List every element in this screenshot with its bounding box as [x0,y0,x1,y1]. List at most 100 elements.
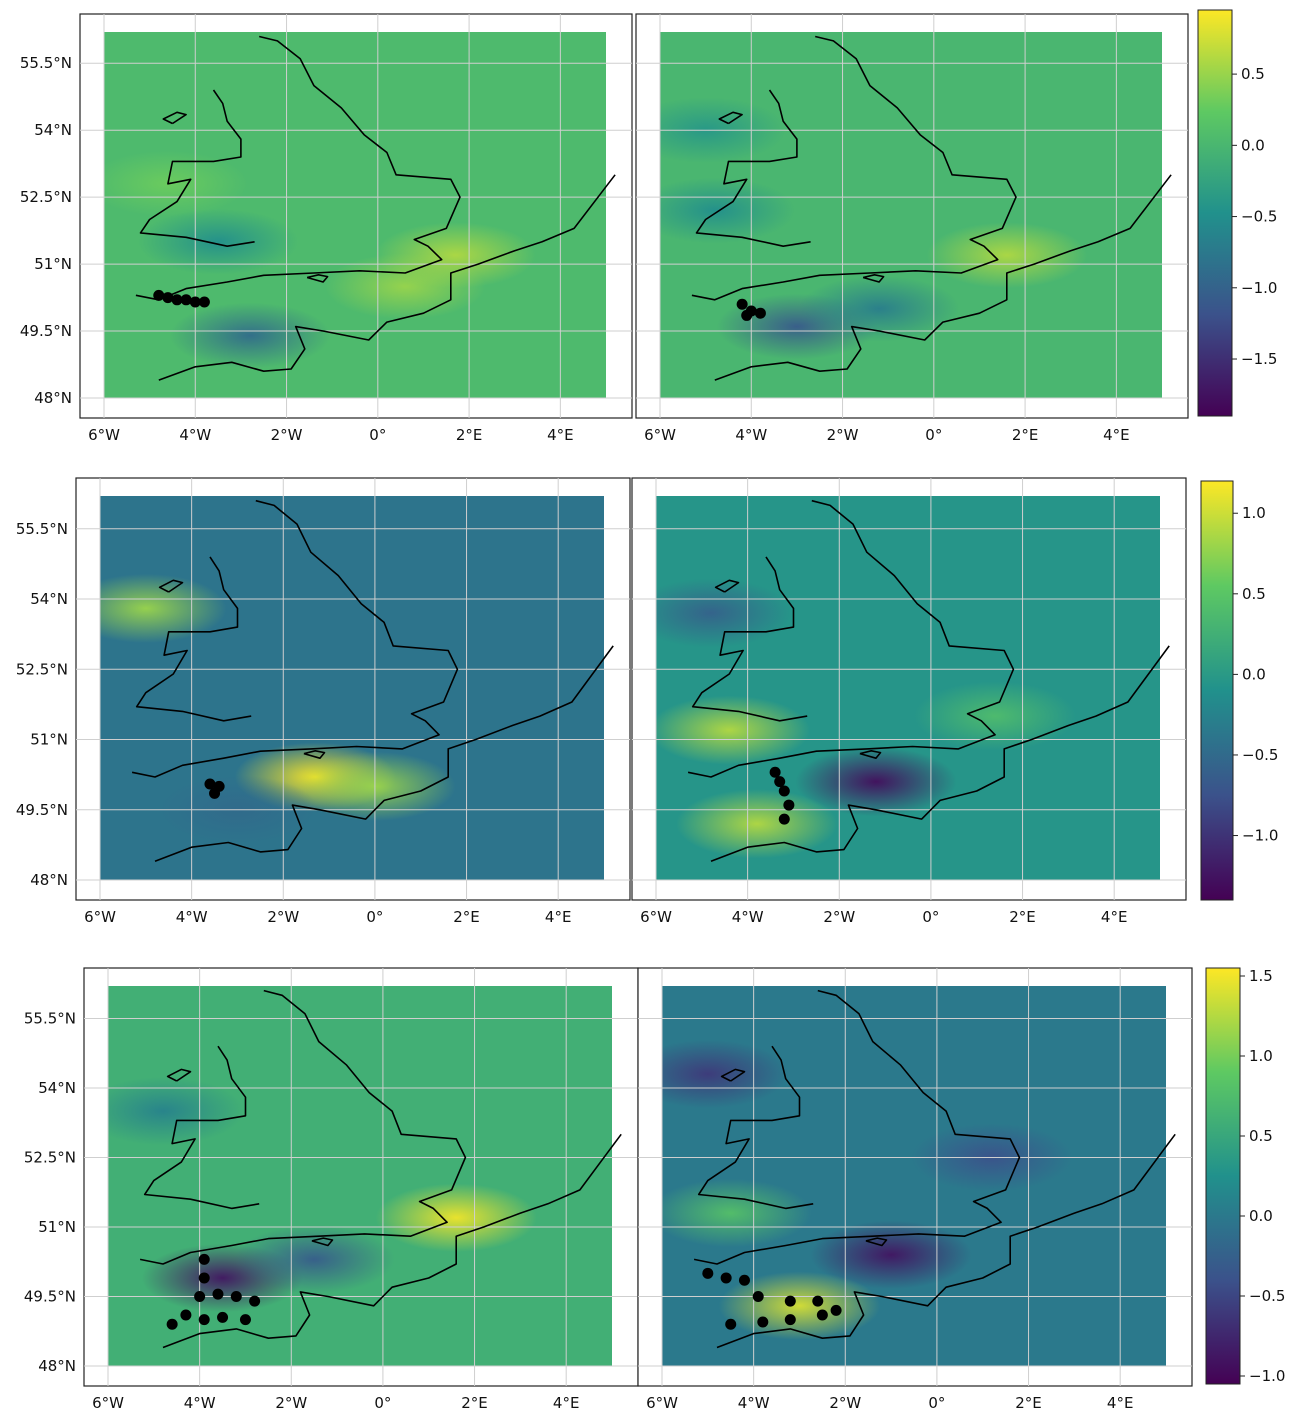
observation-marker [741,309,753,321]
observation-marker [153,289,165,301]
lon-tick-label: 0° [374,1394,391,1412]
observation-marker [198,1253,210,1265]
colorbar: 0.5 0.0 −0.5 −1.0 −1.5 [1197,9,1277,417]
field-anomaly [662,1178,812,1248]
colorbar: 1.0 0.5 0.0 −0.5 −1.0 [1200,480,1278,901]
lon-tick-label: 2°W [827,426,859,444]
lat-tick-label: 48°N [30,871,68,889]
field-anomaly [795,747,957,817]
lon-tick-label: 2°W [271,426,303,444]
colorbar-tick-label: 1.0 [1249,1047,1273,1065]
colorbar-tick-label: −0.5 [1242,746,1278,764]
lon-tick-label: 0° [369,426,386,444]
field-anomaly [104,150,249,217]
lon-tick-label: 4°W [732,908,764,926]
coastline-france [714,174,1172,381]
map-panel: 6°W 4°W 2°W 0° 2°E 4°E 48°N 49.5°N 51°N 52.5°N 54°… [20,13,633,444]
colorbar-tick-label: 1.0 [1242,504,1266,522]
lon-tick-label: 0° [925,426,942,444]
field-anomaly [137,208,299,275]
coastline-isle-of-man [714,579,740,593]
coastline-isle-of-wight [303,749,326,760]
colorbar-tick-label: −1.0 [1249,1367,1285,1385]
field-anomaly [656,578,792,648]
lon-tick-label: 2°W [267,908,299,926]
lon-tick-label: 2°W [829,1394,861,1412]
lat-tick-label: 48°N [38,1357,76,1375]
lat-tick-label: 52.5°N [16,660,68,678]
colorbar-tick-label: 0.0 [1241,136,1265,154]
lon-tick-label: 4°W [179,426,211,444]
observation-marker [816,1309,828,1321]
observation-marker [239,1314,251,1326]
observation-marker [166,1318,178,1330]
observation-marker [702,1267,714,1279]
map-panel: 6°W 4°W 2°W 0° 2°E 4°E [637,967,1193,1412]
lat-tick-label: 52.5°N [24,1148,76,1166]
colorbar-tick-label: 0.5 [1241,65,1265,83]
coastline-france [158,174,616,381]
colorbar: 1.5 1.0 0.5 0.0 −0.5 −1.0 [1205,967,1285,1385]
lat-tick-label: 51°N [34,255,72,273]
colorbar-tick-label: 1.5 [1249,967,1273,985]
coastline-isle-of-man [720,1068,746,1082]
colorbar-tick-label: −1.0 [1242,827,1278,845]
colorbar-tick-label: −0.5 [1249,1287,1285,1305]
lon-tick-label: 0° [366,908,383,926]
coastline-main [691,35,1017,301]
coastline-isle-of-wight [862,273,885,283]
field-anomaly [233,1225,395,1294]
colorbar-ramp [1205,967,1241,1385]
coastline-main [139,989,467,1265]
colorbar-tick-label: 0.0 [1242,665,1266,683]
lon-tick-label: 2°E [453,908,480,926]
colorbar-tick-label: 0.5 [1242,585,1266,603]
coastline-isle-of-wight [311,1237,334,1247]
observation-marker [198,296,210,308]
field-base [108,986,612,1366]
lon-tick-label: 2°E [1015,1394,1042,1412]
lat-tick-label: 52.5°N [20,188,72,206]
coastline-isle-of-man [158,579,184,593]
lon-tick-label: 2°E [1009,908,1036,926]
field-anomaly [169,302,331,369]
coastline-main [131,499,459,778]
observation-marker [736,298,748,310]
coastline-france [716,1133,1176,1349]
lat-tick-label: 51°N [38,1218,76,1236]
observation-marker [198,1272,210,1284]
observation-marker [754,307,766,319]
field-anomaly [399,681,561,751]
colorbar-tick-label: 0.5 [1249,1127,1273,1145]
observation-marker [230,1290,242,1302]
observation-marker [720,1272,732,1284]
observation-marker [217,1311,229,1323]
lat-tick-label: 49.5°N [16,801,68,819]
coastline-isle-of-man [162,111,187,125]
observation-marker [778,785,790,797]
coastline-isle-of-wight [859,749,882,760]
lon-tick-label: 4°E [1107,1394,1134,1412]
observation-marker [194,1290,206,1302]
observation-marker [180,294,192,306]
observation-marker [784,1295,796,1307]
field-anomaly [914,681,1076,751]
observation-marker [774,776,786,788]
field-anomaly [375,222,536,289]
lat-tick-label: 54°N [34,121,72,139]
lon-tick-label: 0° [922,908,939,926]
lon-tick-label: 4°W [184,1394,216,1412]
observation-marker [249,1295,261,1307]
coastline-isle-of-man [166,1068,192,1082]
field-anomaly [108,1076,244,1146]
map-panel: 6°W 4°W 2°W 0° 2°E 4°E 48°N 49.5°N 51°N 52.5°N 54°… [24,967,639,1412]
field-anomaly [676,789,838,859]
coastline-wales [143,1045,260,1210]
coastline-isle-of-man [718,111,743,125]
lon-tick-label: 4°E [1101,908,1128,926]
lon-tick-label: 0° [928,1394,945,1412]
observation-marker [757,1316,769,1328]
observation-marker [812,1295,824,1307]
colorbar-tick-label: −1.0 [1241,279,1277,297]
